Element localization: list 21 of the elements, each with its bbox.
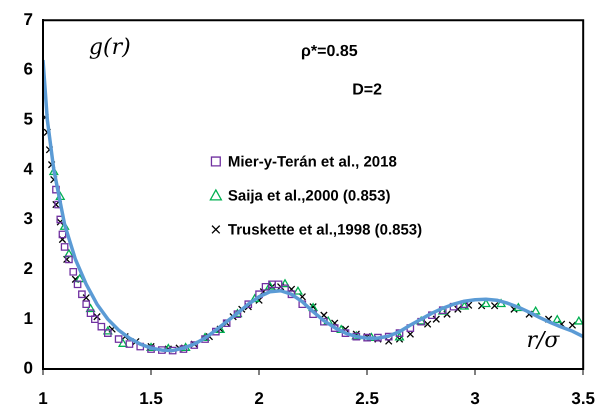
legend-label: Truskette et al.,1998 (0.853): [228, 222, 422, 239]
y-tick-label: 3: [24, 209, 33, 228]
y-tick-label: 6: [24, 60, 33, 79]
x-tick-label: 1: [38, 388, 48, 408]
y-axis-title: g(r): [88, 34, 131, 60]
x-tick-label: 2.5: [355, 388, 379, 408]
legend-label: Mier-y-Terán et al., 2018: [228, 154, 397, 171]
y-tick-label: 7: [24, 10, 33, 29]
x-tick-label: 3.5: [571, 388, 596, 408]
x-tick-label: 1.5: [139, 388, 163, 408]
annotation: D=2: [352, 81, 382, 98]
x-tick-label: 3: [470, 388, 480, 408]
y-tick-label: 2: [24, 259, 33, 278]
y-tick-label: 4: [24, 159, 34, 178]
annotation: ρ*=0.85: [300, 43, 358, 60]
y-tick-label: 1: [24, 308, 33, 328]
legend-label: Saija et al.,2000 (0.853): [228, 188, 390, 205]
y-tick-label: 5: [24, 110, 33, 129]
x-axis-title: r/σ: [526, 328, 560, 353]
x-tick-label: 2: [254, 388, 264, 408]
y-tick-label: 0: [24, 358, 33, 378]
